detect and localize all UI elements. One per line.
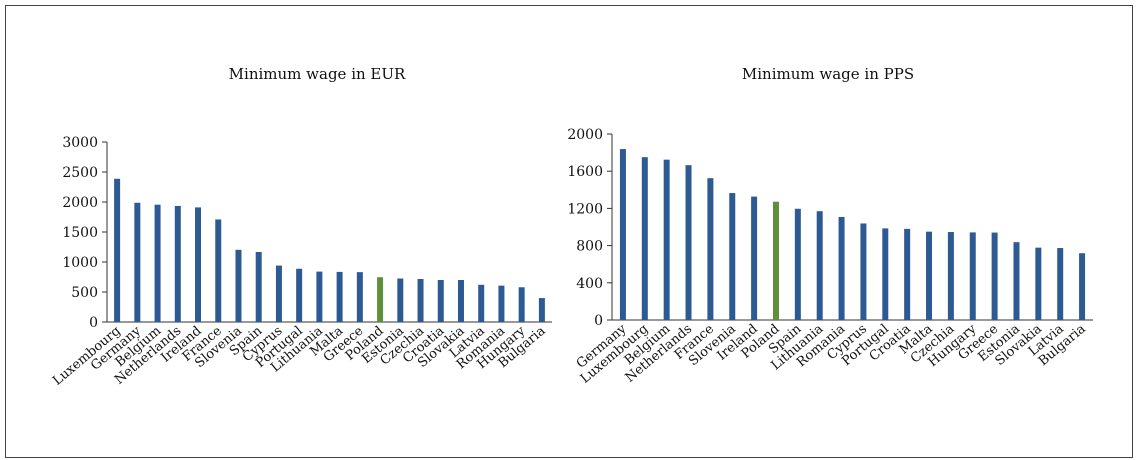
y-tick-label-pps: 1600 bbox=[567, 164, 603, 180]
bar-pps-cyprus bbox=[860, 223, 867, 320]
bar-eur-estonia bbox=[397, 278, 404, 322]
bar-pps-slovenia bbox=[729, 193, 736, 320]
chart-title-pps: Minimum wage in PPS bbox=[742, 65, 914, 83]
bar-pps-france bbox=[707, 178, 714, 320]
y-tick-label-pps: 1200 bbox=[567, 201, 603, 217]
y-tick-label-eur: 3000 bbox=[62, 135, 98, 151]
bar-pps-greece bbox=[991, 232, 998, 320]
bar-pps-czechia bbox=[947, 232, 954, 320]
bar-pps-lithuania bbox=[816, 211, 823, 320]
bar-eur-cyprus bbox=[275, 265, 282, 322]
bar-eur-romania bbox=[498, 285, 505, 322]
chart-pps: Minimum wage in PPS0400800120016002000Ge… bbox=[567, 65, 1093, 387]
bar-eur-netherlands bbox=[174, 205, 181, 322]
bar-eur-greece bbox=[356, 272, 363, 322]
bar-eur-bulgaria bbox=[538, 298, 545, 322]
bar-eur-ireland bbox=[195, 207, 202, 322]
bar-eur-belgium bbox=[154, 204, 161, 322]
bar-eur-portugal bbox=[296, 268, 303, 322]
bar-pps-malta bbox=[926, 231, 933, 320]
bar-pps-poland bbox=[772, 201, 779, 320]
bar-eur-france bbox=[215, 219, 222, 322]
bar-pps-luxembourg bbox=[641, 157, 648, 320]
y-tick-label-eur: 2500 bbox=[62, 165, 98, 181]
y-tick-label-eur: 2000 bbox=[62, 195, 98, 211]
bar-eur-lithuania bbox=[316, 271, 323, 322]
bar-pps-ireland bbox=[751, 196, 758, 320]
y-tick-label-pps: 800 bbox=[576, 239, 603, 255]
bar-pps-netherlands bbox=[685, 165, 692, 320]
bar-eur-malta bbox=[336, 271, 343, 322]
bar-pps-croatia bbox=[904, 228, 911, 320]
bar-eur-hungary bbox=[518, 287, 525, 322]
bar-eur-spain bbox=[255, 251, 262, 322]
bar-eur-slovenia bbox=[235, 249, 242, 322]
y-tick-label-eur: 500 bbox=[71, 285, 98, 301]
bar-eur-germany bbox=[134, 202, 141, 322]
y-tick-label-pps: 400 bbox=[576, 276, 603, 292]
bar-pps-romania bbox=[838, 216, 845, 320]
bar-pps-spain bbox=[794, 208, 801, 320]
y-tick-label-eur: 1500 bbox=[62, 225, 98, 241]
y-tick-label-eur: 0 bbox=[89, 315, 98, 331]
bar-eur-czechia bbox=[417, 278, 424, 322]
bar-pps-latvia bbox=[1057, 248, 1064, 320]
bar-eur-luxembourg bbox=[114, 178, 121, 322]
y-tick-label-eur: 1000 bbox=[62, 255, 98, 271]
y-tick-label-pps: 0 bbox=[594, 313, 603, 329]
chart-eur: Minimum wage in EUR 0 500 1000 1500 2000 2500 3… bbox=[50, 65, 552, 389]
chart-title-eur: Minimum wage in EUR bbox=[229, 65, 406, 83]
bar-pps-bulgaria bbox=[1079, 253, 1086, 320]
bar-eur-poland bbox=[377, 277, 384, 322]
y-tick-label-pps: 2000 bbox=[567, 127, 603, 143]
bar-pps-portugal bbox=[882, 228, 889, 320]
bar-eur-latvia bbox=[478, 284, 485, 322]
bar-pps-slovakia bbox=[1035, 247, 1042, 320]
bar-eur-croatia bbox=[437, 280, 444, 322]
bar-pps-hungary bbox=[969, 232, 976, 320]
bar-pps-estonia bbox=[1013, 242, 1020, 320]
bar-pps-belgium bbox=[663, 159, 670, 320]
bar-pps-germany bbox=[619, 149, 626, 320]
bar-eur-slovakia bbox=[457, 280, 464, 322]
chart-panel-frame bbox=[5, 5, 1133, 458]
